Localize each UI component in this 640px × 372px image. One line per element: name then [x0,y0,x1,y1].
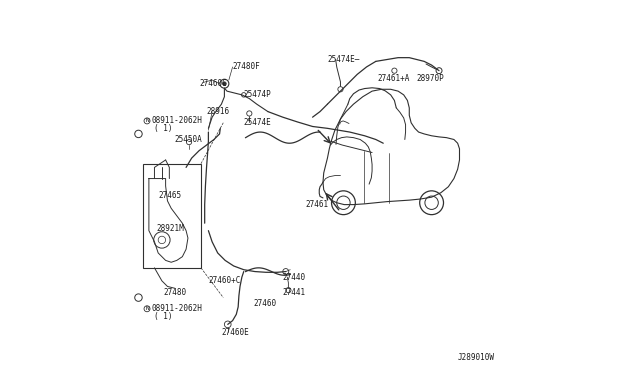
Text: 27441: 27441 [283,288,306,296]
Text: 28921M: 28921M [156,224,184,233]
Text: 27460C: 27460C [199,79,227,88]
Text: 25474P: 25474P [244,90,271,99]
Text: 27460E: 27460E [221,328,249,337]
Text: 08911-2062H: 08911-2062H [152,304,203,313]
Text: ( 1): ( 1) [154,312,173,321]
Text: 28916: 28916 [207,107,230,116]
Text: 28970P: 28970P [417,74,444,83]
Text: 27460: 27460 [253,299,276,308]
Text: 25474E—: 25474E— [328,55,360,64]
Text: 08911-2062H: 08911-2062H [152,116,203,125]
Text: ( 1): ( 1) [154,124,173,133]
Text: 27480: 27480 [164,288,187,296]
Text: J289010W: J289010W [458,353,495,362]
Text: 27440: 27440 [283,273,306,282]
Text: 25450A: 25450A [175,135,203,144]
Text: 27480F: 27480F [232,62,260,71]
Text: 27465: 27465 [158,191,181,200]
Text: N: N [145,306,149,311]
Text: 27461+A: 27461+A [378,74,410,83]
Circle shape [223,82,227,86]
Text: 27461: 27461 [305,200,328,209]
Text: 27460+C: 27460+C [209,276,241,285]
Text: 25474E: 25474E [244,118,271,127]
Bar [143,164,201,268]
Text: N: N [145,118,149,124]
